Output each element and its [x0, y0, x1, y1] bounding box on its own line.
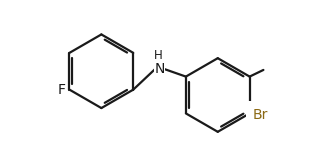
Text: H: H [154, 49, 163, 62]
Text: F: F [57, 83, 65, 97]
Text: N: N [154, 62, 165, 76]
Text: Br: Br [253, 108, 268, 122]
